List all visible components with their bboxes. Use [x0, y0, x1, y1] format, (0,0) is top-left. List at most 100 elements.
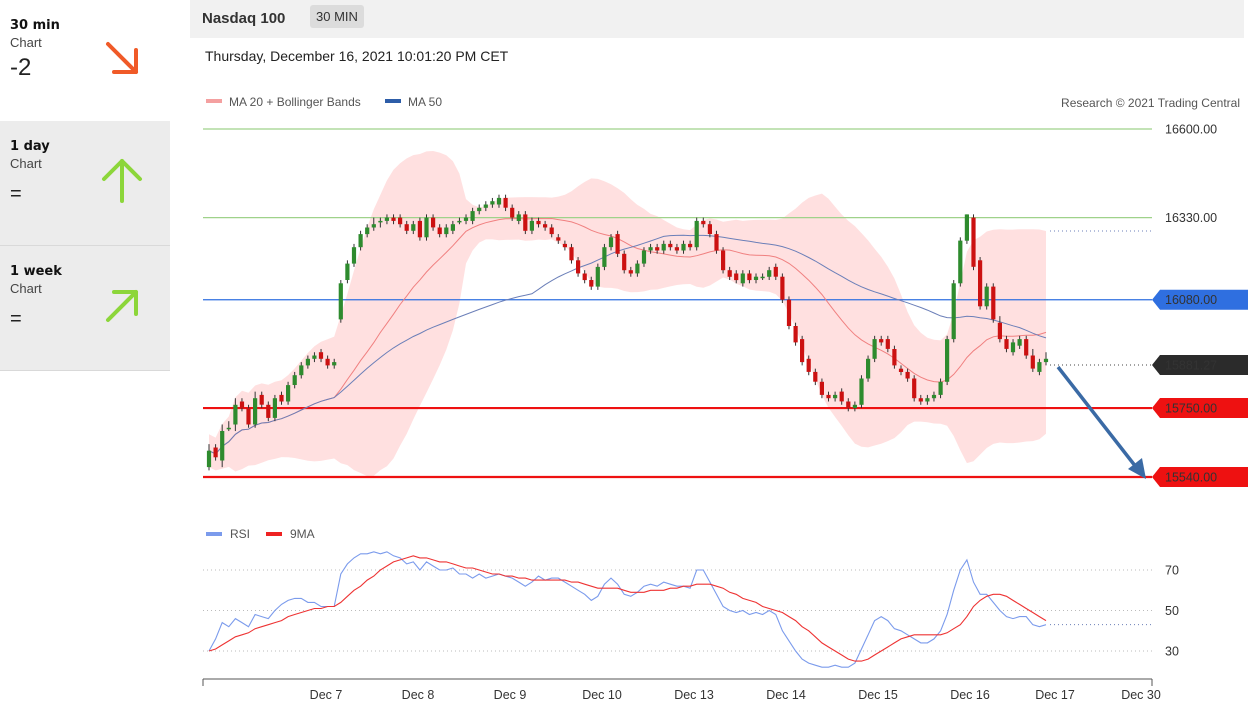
candle-body — [694, 220, 699, 248]
bollinger-band-area — [209, 151, 1046, 477]
candle-body — [839, 391, 844, 402]
x-tick-label: Dec 10 — [582, 688, 622, 702]
legend-rsi-swatch — [206, 532, 222, 536]
sidebar: 30 min Chart -2 1 day Chart = 1 week Cha… — [0, 0, 170, 372]
candle-body — [318, 352, 324, 359]
candle-body — [378, 220, 383, 223]
candle-body — [938, 381, 943, 395]
last-price-tag — [1152, 354, 1248, 375]
candle-body — [1010, 342, 1016, 353]
rsi-panel: 30 50 70 — [203, 551, 1179, 668]
candle-body — [424, 217, 429, 238]
timeframe-badge[interactable]: 30 MIN — [310, 5, 364, 28]
candle-body — [292, 375, 297, 385]
chart-overlays — [1056, 365, 1146, 479]
candle-body — [925, 398, 930, 402]
candle-body — [595, 266, 600, 287]
candle-body — [536, 220, 541, 225]
candle-body — [813, 371, 818, 382]
timeframe-card-1week[interactable]: 1 week Chart = — [0, 246, 170, 371]
candle-body — [714, 234, 719, 251]
timeframe-value: = — [10, 183, 22, 205]
x-axis: Dec 7 Dec 8 Dec 9 Dec 10 Dec 13 Dec 14 Dec 15 D… — [202, 678, 1161, 702]
timeframe-value: -2 — [10, 54, 32, 81]
candle-body — [800, 339, 805, 363]
candle-body — [721, 250, 726, 271]
price-level-label: 16330.00 — [1165, 211, 1217, 225]
timeframe-chart-label: Chart — [10, 156, 42, 171]
candle-body — [523, 214, 528, 231]
candle-body — [806, 358, 811, 372]
legend-ma50-swatch — [385, 99, 401, 103]
candle-body — [233, 404, 238, 425]
candle-body — [266, 404, 271, 418]
legend-ma50-label: MA 50 — [408, 95, 442, 109]
candle-body — [1030, 355, 1035, 369]
candle-body — [279, 394, 284, 402]
candle-body — [206, 450, 212, 468]
candle-body — [358, 234, 363, 248]
candle-body — [286, 385, 291, 402]
candle-body — [753, 276, 759, 280]
candle-body — [365, 227, 370, 235]
price-level-label: 15540.00 — [1165, 471, 1217, 485]
candle-body — [226, 427, 231, 430]
candle-body — [984, 286, 989, 307]
candle-body — [417, 220, 422, 238]
candle-body — [905, 371, 910, 379]
candle-body — [945, 339, 950, 382]
price-level-tag — [1152, 289, 1248, 310]
candle-body — [384, 217, 389, 221]
timeframe-period: 1 day — [10, 139, 50, 154]
legend: MA 20 + Bollinger Bands MA 50 Research ©… — [206, 95, 1240, 541]
x-tick-label: Dec 30 — [1121, 688, 1161, 702]
candle-body — [852, 404, 857, 409]
timeframe-card-30min[interactable]: 30 min Chart -2 — [0, 0, 170, 125]
candle-body — [826, 394, 831, 399]
candle-body — [332, 362, 337, 366]
candle-body — [681, 243, 686, 251]
x-tick-label: Dec 9 — [494, 688, 527, 702]
candle-body — [404, 224, 409, 231]
candle-body — [734, 273, 739, 281]
candle-body — [602, 247, 607, 267]
candle-body — [490, 201, 495, 205]
legend-ma20-swatch — [206, 99, 222, 103]
candle-body — [668, 243, 673, 248]
x-tick-label: Dec 13 — [674, 688, 714, 702]
candle-body — [1037, 362, 1042, 372]
candle-body — [608, 237, 614, 248]
candle-body — [872, 339, 877, 359]
candle-body — [701, 220, 706, 225]
moving-averages — [208, 217, 1047, 455]
candle-body — [918, 398, 923, 402]
timeframe-card-1day[interactable]: 1 day Chart = — [0, 121, 170, 246]
timeframe-period: 1 week — [10, 264, 62, 279]
candle-body — [483, 204, 488, 208]
candle-body — [398, 217, 403, 225]
price-level-label: 16600.00 — [1165, 123, 1217, 137]
x-tick-label: Dec 16 — [950, 688, 990, 702]
candle-body — [727, 270, 732, 277]
price-level-label: 16080.00 — [1165, 293, 1217, 307]
candle-body — [516, 214, 521, 221]
candle-body — [503, 197, 508, 208]
candle-body — [971, 217, 976, 267]
candle-body — [305, 358, 310, 366]
candle-body — [622, 253, 627, 271]
bollinger-band — [209, 151, 1046, 477]
legend-rsi-ma-swatch — [266, 532, 282, 536]
candle-body — [635, 263, 640, 274]
x-tick-label: Dec 8 — [402, 688, 435, 702]
candle-body — [351, 247, 357, 264]
candle-body — [793, 326, 798, 343]
candle-body — [569, 247, 574, 261]
price-level-label: 15750.00 — [1165, 402, 1217, 416]
candle-body — [740, 273, 745, 284]
candle-body — [951, 283, 956, 340]
rsi-tick-label: 30 — [1165, 645, 1179, 659]
candle-body — [345, 263, 350, 280]
candle-body — [655, 247, 660, 251]
candle-body — [747, 273, 752, 281]
